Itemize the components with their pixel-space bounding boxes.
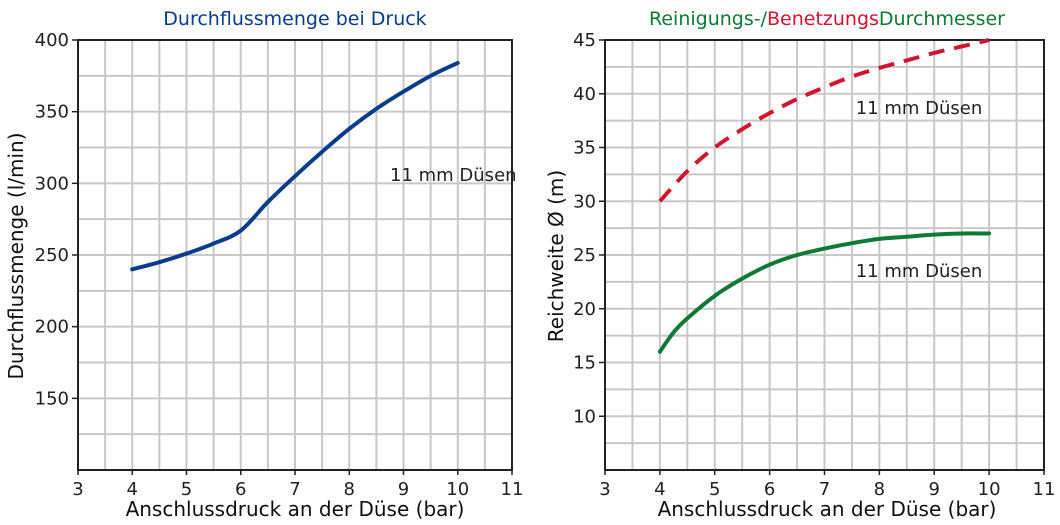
diameter-chart-title: Reinigungs-/BenetzungsDurchmesser (649, 8, 1005, 30)
cleaning-curve-annotation: 11 mm Düsen (856, 261, 983, 282)
diameter-y-tick-label: 40 (573, 84, 596, 105)
flow-y-tick-label: 250 (35, 245, 69, 266)
spray-diameter-chart: Reinigungs-/BenetzungsDurchmesser 10 15 20… (544, 8, 1055, 521)
flow-chart-title: Durchflussmenge bei Druck (163, 8, 426, 30)
diameter-y-tick-label: 35 (573, 138, 596, 159)
flow-x-tick-label: 6 (235, 479, 246, 500)
diameter-y-tick-label: 20 (573, 299, 596, 320)
diameter-chart-y-axis-title: Reichweite Ø (m) (544, 170, 568, 342)
diameter-x-tick-label: 6 (764, 479, 775, 500)
diameter-x-tick-label: 3 (599, 479, 610, 500)
flow-x-tick-label: 4 (127, 479, 138, 500)
diameter-series-line-0 (658, 38, 990, 203)
flow-series-line-0 (130, 60, 460, 272)
diameter-y-tick-label: 25 (573, 245, 596, 266)
flow-chart-grid (78, 40, 512, 470)
flow-chart-x-ticks: 3 4 5 6 7 8 9 10 11 (72, 470, 523, 500)
flow-y-tick-label: 350 (35, 102, 69, 123)
diameter-chart-series (657, 38, 992, 354)
diameter-x-tick-label: 4 (654, 479, 665, 500)
flow-chart-x-axis-title: Anschlussdruck an der Düse (bar) (126, 497, 465, 521)
diameter-chart-grid (605, 40, 1044, 470)
flow-y-tick-label: 200 (35, 317, 69, 338)
diameter-x-tick-label: 5 (709, 479, 720, 500)
flow-rate-chart: Durchflussmenge bei Druck 15020025030035… (4, 8, 523, 521)
diameter-x-tick-label: 9 (929, 479, 940, 500)
flow-y-tick-label: 300 (35, 173, 69, 194)
diameter-chart-x-ticks: 3 4 5 6 7 8 9 10 11 (599, 470, 1055, 500)
diameter-title-part-diameter: Durchmesser (879, 8, 1005, 30)
wetting-curve-annotation: 11 mm Düsen (856, 98, 983, 119)
diameter-y-tick-label: 45 (573, 30, 596, 51)
diameter-chart-x-axis-title: Anschlussdruck an der Düse (bar) (658, 497, 997, 521)
flow-x-tick-label: 8 (344, 479, 355, 500)
diameter-chart-y-ticks: 10 15 20 25 30 35 40 45 (573, 30, 605, 427)
diameter-title-part-cleaning: Reinigungs-/ (649, 8, 768, 30)
flow-x-tick-label: 9 (398, 479, 409, 500)
flow-x-tick-label: 5 (181, 479, 192, 500)
diameter-title-part-wetting: Benetzungs (767, 8, 879, 30)
flow-chart-y-axis-title: Durchflussmenge (l/min) (4, 132, 28, 379)
flow-x-tick-label: 7 (289, 479, 300, 500)
flow-chart-y-ticks: 150 200 250 300 350 400 (35, 30, 78, 409)
diameter-x-tick-label: 10 (978, 479, 1001, 500)
flow-x-tick-label: 3 (72, 479, 83, 500)
flow-chart-annotation: 11 mm Düsen (390, 165, 517, 186)
flow-x-tick-label: 10 (446, 479, 469, 500)
diameter-x-tick-label: 11 (1033, 479, 1056, 500)
diameter-series-line-1 (657, 231, 992, 354)
flow-chart-series (130, 60, 460, 272)
diameter-x-tick-label: 8 (874, 479, 885, 500)
diameter-x-tick-label: 7 (819, 479, 830, 500)
flow-x-tick-label: 11 (501, 479, 524, 500)
flow-y-tick-label: 400 (35, 30, 69, 51)
diameter-y-tick-label: 30 (573, 191, 596, 212)
flow-y-tick-label: 150 (35, 388, 69, 409)
diameter-y-tick-label: 10 (573, 406, 596, 427)
diameter-y-tick-label: 15 (573, 353, 596, 374)
